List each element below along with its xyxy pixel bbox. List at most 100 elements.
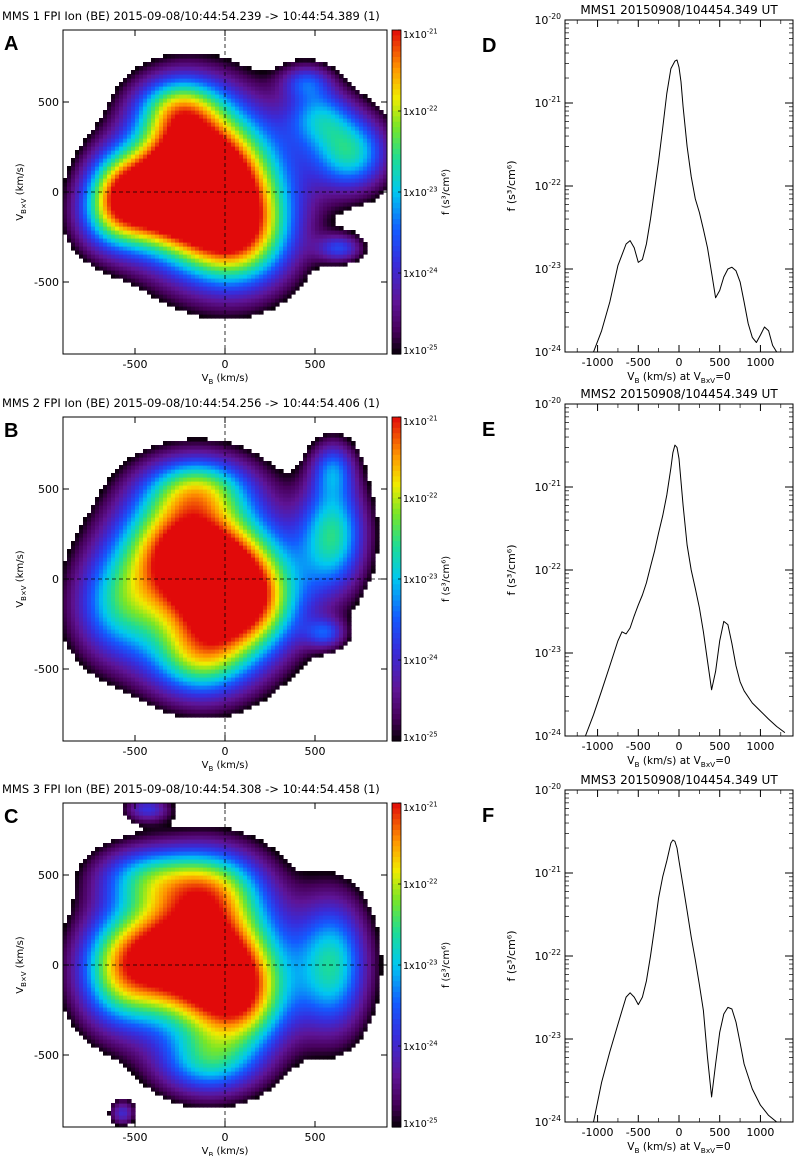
- colorbar-cell: [392, 51, 401, 58]
- colorbar-cell: [392, 94, 401, 101]
- colorbar-cell: [392, 273, 401, 279]
- colorbar-cell: [392, 213, 401, 220]
- colorbar-cell: [392, 1056, 401, 1063]
- colorbar-cell: [392, 627, 401, 634]
- x-tick-label: -500: [626, 740, 651, 753]
- colorbar-cell: [392, 1073, 401, 1079]
- colorbar-cell: [392, 573, 401, 580]
- colorbar-cell: [392, 911, 401, 917]
- colorbar-cell: [392, 438, 401, 445]
- colorbar-cell: [392, 830, 401, 836]
- colorbar-cell: [392, 541, 401, 548]
- colorbar-cell: [392, 127, 401, 134]
- x-tick-label: 0: [676, 740, 683, 753]
- colorbar-tick-label: 1x10-23: [403, 959, 438, 972]
- colorbar-cell: [392, 492, 401, 499]
- y-axis-label: f (s³/cm⁶): [505, 161, 518, 212]
- colorbar-cell: [392, 278, 401, 285]
- colorbar-cell: [392, 422, 401, 429]
- colorbar-label: f (s³/cm⁶): [441, 556, 452, 602]
- colorbar-cell: [392, 449, 401, 456]
- colorbar-cell: [392, 1024, 401, 1031]
- colorbar-cell: [392, 986, 401, 993]
- colorbar-cell: [392, 643, 401, 650]
- colorbar-tick-label: 1x10-25: [403, 731, 438, 744]
- colorbar-tick-label: 1x10-24: [403, 267, 438, 280]
- y-tick-label: 0: [52, 186, 59, 199]
- line-panel-e: E MMS2 20150908/104454.349 UT 10-20 10-21 10…: [482, 387, 794, 769]
- colorbar-cell: [392, 943, 401, 950]
- colorbar-cell: [392, 170, 401, 177]
- colorbar-cell: [392, 916, 401, 923]
- y-tick-label: 10-22: [534, 178, 561, 193]
- x-tick-label: 500: [709, 356, 730, 369]
- colorbar-cell: [392, 1110, 401, 1117]
- colorbar-cell: [392, 235, 401, 242]
- colorbar-cell: [392, 154, 401, 161]
- colorbar-cell: [392, 606, 401, 612]
- x-tick-label: -500: [123, 358, 148, 371]
- x-tick-label: 500: [709, 740, 730, 753]
- colorbar-cell: [392, 202, 401, 209]
- colorbar-cell: [392, 878, 401, 885]
- colorbar-cell: [392, 1121, 401, 1128]
- colorbar-cell: [392, 981, 401, 988]
- colorbar-cell: [392, 997, 401, 1004]
- colorbar-cell: [392, 813, 401, 820]
- colorbar-cell: [392, 530, 401, 537]
- y-tick-label: 500: [38, 483, 59, 496]
- colorbar-tick-label: 1x10-25: [403, 1117, 438, 1130]
- colorbar-cell: [392, 584, 401, 591]
- x-axis-label: VB (km/s) at VBxV=0: [627, 1141, 730, 1155]
- x-tick-label: 500: [305, 745, 326, 758]
- colorbar-tick-label: 1x10-23: [403, 186, 438, 199]
- x-tick-label: 500: [709, 1126, 730, 1139]
- colorbar-cell: [392, 708, 401, 715]
- colorbar-cell: [392, 1029, 401, 1036]
- colorbar-cell: [392, 546, 401, 553]
- colorbar-cell: [392, 616, 401, 623]
- panel-label: B: [4, 420, 18, 442]
- chart-title: MMS 2 FPI Ion (BE) 2015-09-08/10:44:54.2…: [2, 396, 380, 410]
- colorbar-cell: [392, 1116, 401, 1123]
- x-tick-label: -500: [626, 1126, 651, 1139]
- colorbar-cell: [392, 121, 401, 128]
- x-axis-label: VB (km/s) at VBxV=0: [627, 755, 730, 769]
- y-tick-label: 10-24: [534, 728, 561, 743]
- x-tick-label: -500: [123, 1131, 148, 1144]
- colorbar-cell: [392, 654, 401, 661]
- y-tick-label: 10-23: [534, 1031, 561, 1046]
- colorbar-cell: [392, 327, 401, 333]
- y-tick-label: 0: [52, 573, 59, 586]
- colorbar-cell: [392, 932, 401, 939]
- colorbar-cell: [392, 579, 401, 585]
- colorbar-cell: [392, 595, 401, 602]
- colorbar-cell: [392, 1083, 401, 1090]
- colorbar-cell: [392, 316, 401, 323]
- y-tick-label: 10-22: [534, 948, 561, 963]
- x-tick-label: -1000: [582, 740, 614, 753]
- colorbar-cell: [392, 73, 401, 80]
- colorbar-cell: [392, 262, 401, 269]
- colorbar-cell: [392, 57, 401, 63]
- y-tick-label: 500: [38, 869, 59, 882]
- colorbar-cell: [392, 229, 401, 236]
- colorbar-cell: [392, 100, 401, 107]
- colorbar-cell: [392, 1062, 401, 1069]
- colorbar-cell: [392, 724, 401, 731]
- colorbar-cell: [392, 905, 401, 912]
- colorbar-cell: [392, 873, 401, 880]
- colorbar-cell: [392, 703, 401, 710]
- series-line: [593, 59, 778, 352]
- colorbar-cell: [392, 487, 401, 494]
- colorbar-cell: [392, 921, 401, 928]
- y-tick-label: 10-21: [534, 479, 561, 494]
- colorbar-cell: [392, 900, 401, 907]
- colorbar-cell: [392, 1040, 401, 1047]
- colorbar-label: f (s³/cm⁶): [441, 169, 452, 215]
- y-axis-label: VB×V (km/s): [15, 550, 28, 608]
- y-axis-label: VB×V (km/s): [15, 936, 28, 994]
- x-tick-label: -1000: [582, 356, 614, 369]
- colorbar-cell: [392, 1019, 401, 1025]
- colorbar-cell: [392, 562, 401, 569]
